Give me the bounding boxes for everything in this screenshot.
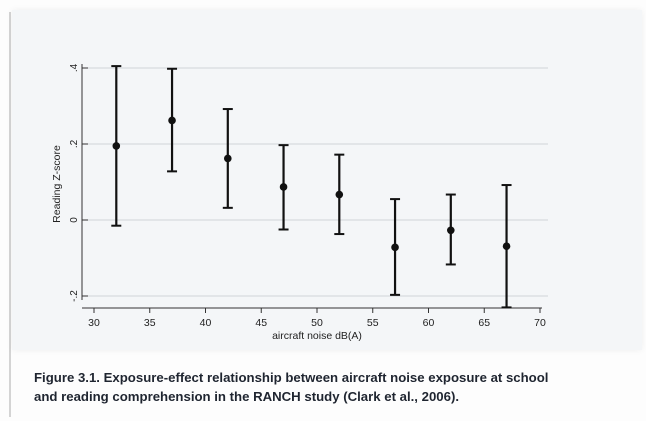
- error-bar: [278, 144, 289, 231]
- x-tick-label: 50: [311, 317, 323, 329]
- data-point: [168, 116, 176, 125]
- error-bar: [334, 153, 345, 236]
- marks-layer: [111, 65, 512, 309]
- x-tick-label: 40: [200, 317, 212, 329]
- axis-layer: -.2 0 .2 .4 30 35 40 45 50 55 60 65 70: [69, 63, 546, 329]
- x-tick-label: 60: [423, 317, 435, 329]
- x-tick-label: 35: [144, 317, 156, 329]
- y-tick-label: -.2: [69, 290, 80, 302]
- x-tick-label: 70: [534, 317, 546, 329]
- caption-line-1: Figure 3.1. Exposure-effect relationship…: [34, 370, 549, 385]
- grid-layer: [88, 67, 548, 297]
- error-bar: [445, 193, 456, 266]
- error-bar: [501, 184, 512, 309]
- error-bar: [222, 108, 233, 209]
- data-point: [224, 154, 232, 163]
- x-tick-label: 30: [88, 317, 100, 329]
- data-point: [112, 142, 121, 150]
- left-border-rule: [9, 12, 11, 417]
- error-bar: [390, 198, 401, 296]
- caption-line-2: and reading comprehension in the RANCH s…: [34, 389, 460, 404]
- error-bar-chart: -.2 0 .2 .4 30 35 40 45 50 55 60 65 70 aircraft nois…: [51, 63, 548, 342]
- error-bar: [167, 67, 178, 173]
- x-tick-label: 45: [255, 317, 267, 329]
- y-tick-label: .2: [69, 139, 80, 148]
- x-tick-label: 65: [478, 317, 490, 329]
- data-point: [279, 183, 288, 191]
- data-point: [335, 190, 344, 199]
- x-axis-label: aircraft noise dB(A): [272, 330, 362, 342]
- y-axis-label: Reading Z-score: [51, 145, 63, 223]
- y-tick-label: .4: [69, 63, 80, 72]
- x-tick-label: 55: [367, 317, 379, 329]
- error-bar: [111, 65, 122, 227]
- data-point: [502, 242, 511, 251]
- y-tick-label: 0: [69, 217, 80, 223]
- data-point: [391, 243, 399, 252]
- data-point: [447, 226, 455, 235]
- figure-caption: Figure 3.1. Exposure-effect relationship…: [34, 368, 634, 406]
